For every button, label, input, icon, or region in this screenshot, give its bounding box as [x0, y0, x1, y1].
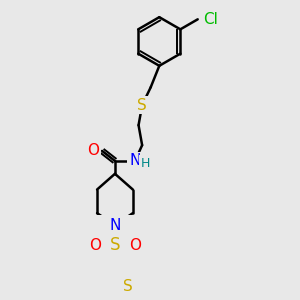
Text: S: S	[137, 98, 147, 112]
Text: S: S	[123, 280, 132, 295]
Text: N: N	[129, 153, 141, 168]
Text: O: O	[87, 143, 99, 158]
Text: S: S	[110, 236, 120, 254]
Text: O: O	[89, 238, 101, 253]
Text: O: O	[129, 238, 141, 253]
Text: H: H	[140, 157, 150, 169]
Text: Cl: Cl	[203, 12, 218, 27]
Text: N: N	[109, 218, 121, 233]
